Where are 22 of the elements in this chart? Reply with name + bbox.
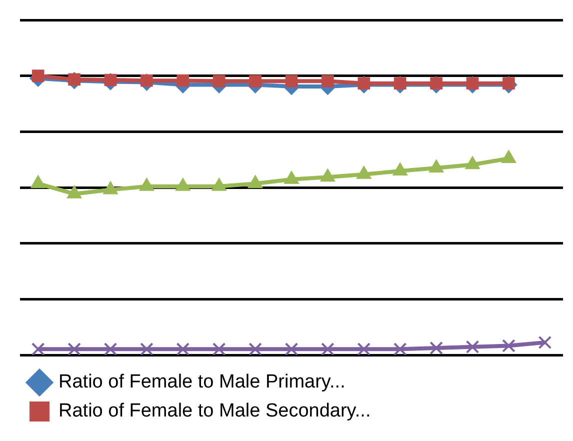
point <box>284 342 298 355</box>
point <box>285 74 298 88</box>
point <box>393 342 407 355</box>
point <box>249 74 262 88</box>
point <box>430 341 443 355</box>
point <box>212 74 226 88</box>
point <box>357 342 371 355</box>
point <box>321 342 334 355</box>
point <box>212 342 226 355</box>
point <box>176 342 190 355</box>
legend-label: Ratio of Female to Male Primary... <box>58 372 346 393</box>
point <box>538 336 552 350</box>
point <box>68 342 81 355</box>
point <box>466 340 480 354</box>
point <box>140 342 154 355</box>
point <box>31 342 45 355</box>
point <box>248 342 262 355</box>
legend-label: Ratio of Female to Male Secondary... <box>58 400 371 422</box>
point <box>322 74 334 88</box>
point <box>176 74 190 87</box>
point <box>502 339 516 352</box>
point <box>104 342 118 355</box>
